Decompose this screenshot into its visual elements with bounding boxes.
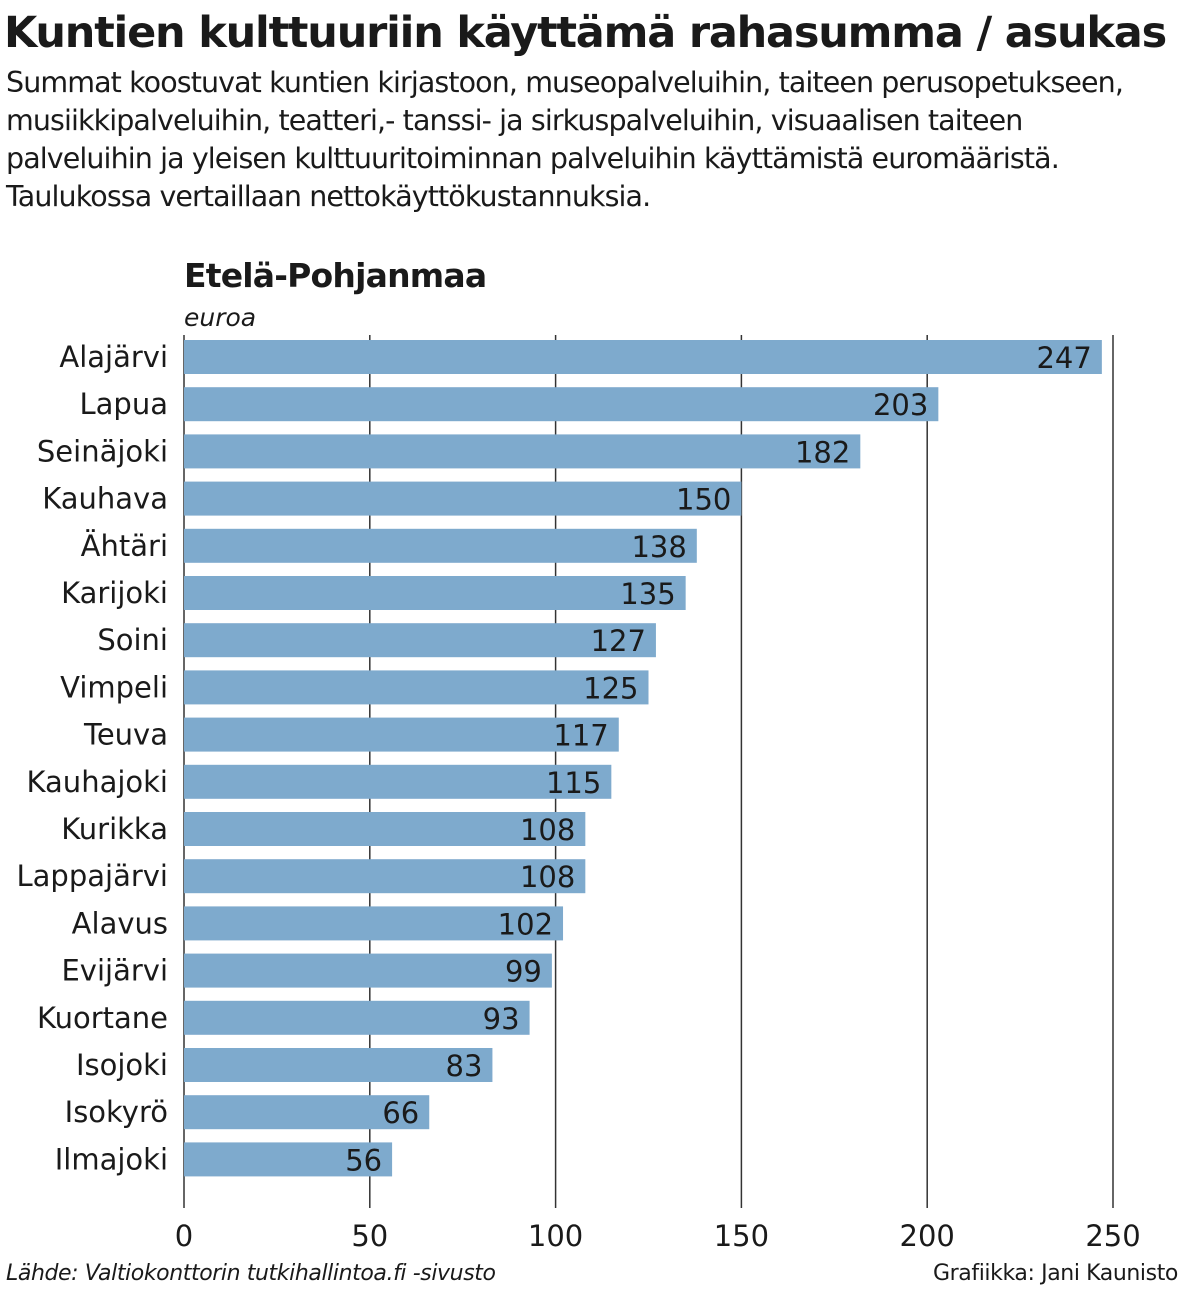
bar xyxy=(184,387,939,422)
category-label: Alavus xyxy=(72,906,168,940)
category-label: Karijoki xyxy=(61,576,168,610)
data-label: 125 xyxy=(583,671,638,705)
x-tick-label: 50 xyxy=(351,1219,388,1253)
chart-title: Etelä-Pohjanmaa xyxy=(184,256,487,295)
data-label: 108 xyxy=(520,813,575,847)
bar xyxy=(184,340,1102,374)
data-label: 56 xyxy=(345,1143,382,1177)
category-label: Isokyrö xyxy=(65,1095,168,1129)
data-label: 138 xyxy=(631,530,686,564)
bar xyxy=(184,812,586,846)
bar xyxy=(184,1142,393,1177)
bar xyxy=(184,576,686,610)
bar xyxy=(184,1000,530,1035)
bar xyxy=(184,434,861,469)
bar xyxy=(184,764,612,799)
category-label: Isojoki xyxy=(76,1048,168,1082)
data-label: 247 xyxy=(1036,341,1091,375)
category-label: Alajärvi xyxy=(59,340,168,374)
source-note: Lähde: Valtiokonttorin tutkihallintoa.fi… xyxy=(6,1261,496,1286)
x-tick-label: 0 xyxy=(175,1219,193,1253)
category-label: Lappajärvi xyxy=(17,859,169,893)
x-tick-label: 100 xyxy=(528,1219,583,1253)
bar xyxy=(184,670,649,705)
subtitle: Summat koostuvat kuntien kirjastoon, mus… xyxy=(6,66,1124,213)
category-label: Kauhajoki xyxy=(27,765,168,799)
unit-label: euroa xyxy=(184,303,257,332)
data-label: 66 xyxy=(382,1096,419,1130)
data-label: 150 xyxy=(676,483,731,517)
category-label: Seinäjoki xyxy=(37,434,168,468)
data-label: 182 xyxy=(795,435,850,469)
bar xyxy=(184,953,552,988)
bar xyxy=(184,717,619,752)
category-label: Evijärvi xyxy=(61,954,168,988)
data-label: 127 xyxy=(591,624,646,658)
bar xyxy=(184,623,656,658)
page-title: Kuntien kulttuuriin käyttämä rahasumma /… xyxy=(4,8,1167,58)
data-label: 135 xyxy=(620,577,675,611)
credit-note: Grafiikka: Jani Kaunisto xyxy=(932,1261,1178,1286)
x-tick-label: 200 xyxy=(900,1219,955,1253)
category-label: Vimpeli xyxy=(60,670,168,704)
x-tick-label: 250 xyxy=(1085,1219,1140,1253)
category-label: Ilmajoki xyxy=(55,1142,168,1176)
bar xyxy=(184,1048,493,1082)
data-label: 108 xyxy=(520,860,575,894)
data-label: 115 xyxy=(546,766,601,800)
category-label: Ähtäri xyxy=(81,529,168,563)
bar xyxy=(184,859,586,894)
category-label: Kuortane xyxy=(37,1001,168,1035)
data-label: 203 xyxy=(873,388,928,422)
data-label: 102 xyxy=(498,907,553,941)
category-label: Kauhava xyxy=(42,482,168,516)
bar xyxy=(184,906,564,941)
bar xyxy=(184,481,742,516)
category-label: Soini xyxy=(97,623,168,657)
data-label: 93 xyxy=(483,1002,520,1036)
x-tick-label: 150 xyxy=(714,1219,769,1253)
data-label: 117 xyxy=(553,719,608,753)
data-label: 83 xyxy=(446,1049,483,1083)
category-label: Teuva xyxy=(83,718,168,752)
category-label: Lapua xyxy=(80,387,169,421)
category-label: Kurikka xyxy=(61,812,168,846)
bar xyxy=(184,528,697,563)
data-label: 99 xyxy=(505,955,542,989)
bar xyxy=(184,1095,430,1130)
